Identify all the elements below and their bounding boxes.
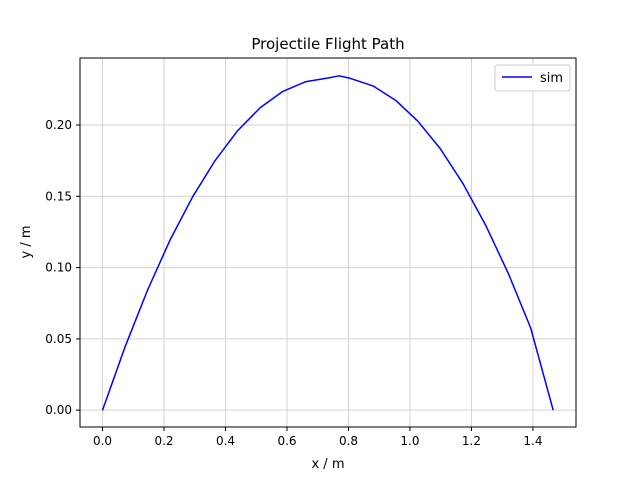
x-tick-label: 0.0	[93, 434, 112, 448]
x-tick-label: 1.2	[462, 434, 481, 448]
x-axis-label: x / m	[311, 457, 344, 472]
y-tick-label: 0.15	[45, 189, 72, 203]
plot-frame	[79, 57, 577, 428]
ticks: 0.0 0.2 0.4 0.6 0.8 1.0 1.2 1.4 0.00 0.05 0.10 0.15…	[45, 118, 542, 448]
x-tick-label: 0.2	[154, 434, 173, 448]
legend: sim	[494, 64, 571, 92]
x-tick-label: 0.4	[216, 434, 235, 448]
y-tick-label: 0.20	[45, 118, 72, 132]
chart-title: Projectile Flight Path	[251, 35, 404, 53]
legend-label-sim: sim	[540, 71, 563, 86]
x-tick-label: 0.6	[277, 434, 296, 448]
grid	[80, 58, 576, 427]
x-tick-label: 0.8	[339, 434, 358, 448]
y-tick-label: 0.05	[45, 332, 72, 346]
y-tick-label: 0.10	[45, 261, 72, 275]
y-axis-label: y / m	[19, 225, 34, 258]
series-line-sim	[101, 75, 554, 411]
data-layer	[101, 75, 554, 411]
x-tick-label: 1.0	[400, 434, 419, 448]
y-tick-label: 0.00	[45, 403, 72, 417]
legend-box	[494, 64, 571, 92]
x-tick-label: 1.4	[523, 434, 542, 448]
